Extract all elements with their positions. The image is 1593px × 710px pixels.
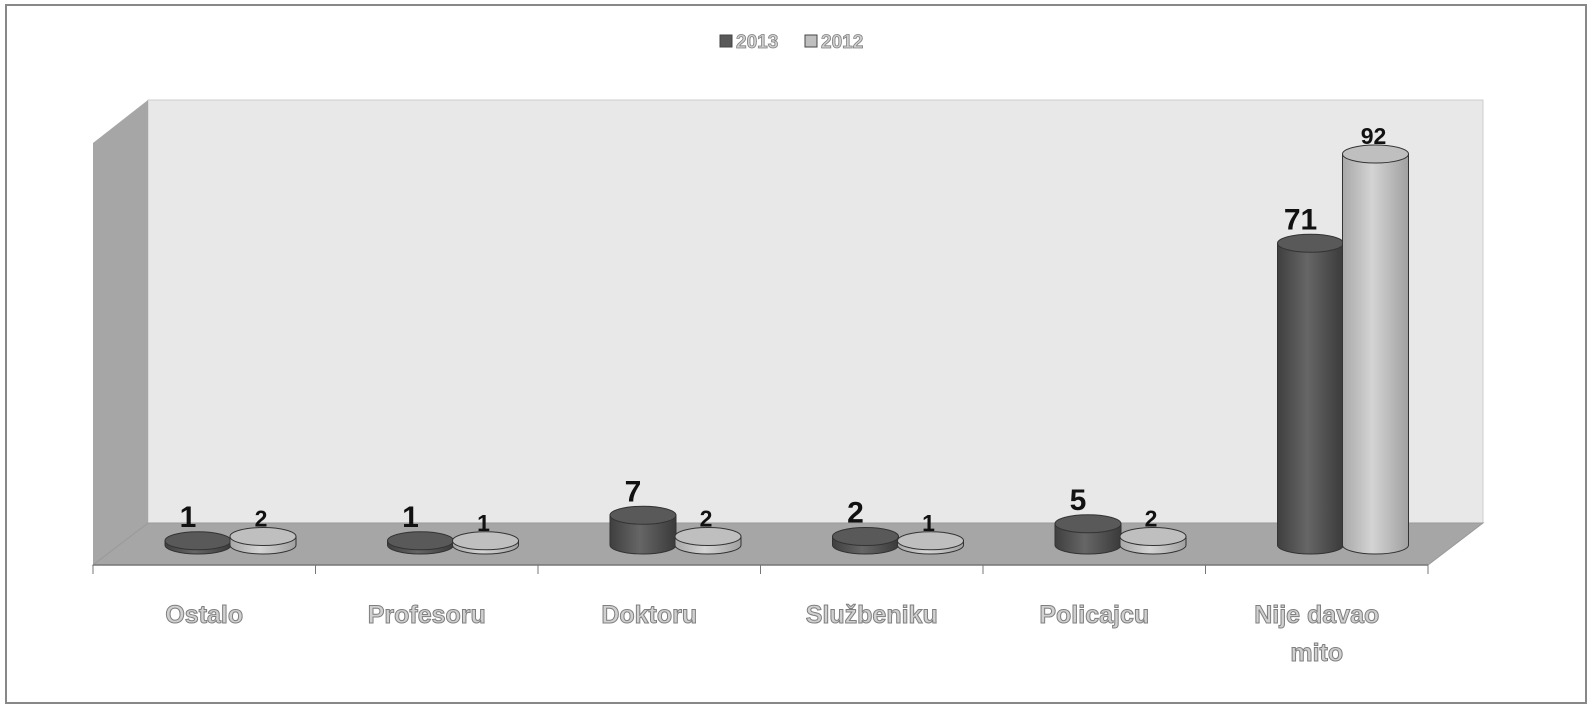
x-tick-label: Službeniku: [805, 601, 938, 630]
value-label: 92: [1361, 123, 1387, 149]
x-tick-label: Nije davao mito: [1254, 601, 1380, 668]
legend-swatch: [719, 34, 733, 48]
cylinder-top: [897, 531, 964, 551]
cylinder-top: [832, 527, 899, 546]
cylinder-body: [1277, 242, 1344, 555]
legend-label: 2013: [736, 32, 778, 53]
value-label: 2: [255, 506, 268, 532]
legend-swatch: [804, 34, 818, 48]
cylinder-top: [452, 531, 519, 551]
value-label: 1: [477, 510, 490, 536]
cylinder-top: [1342, 144, 1409, 164]
cylinder-top: [609, 505, 677, 525]
cylinder-top: [1054, 514, 1122, 534]
value-label: 2: [700, 506, 713, 532]
value-label: 1: [922, 510, 935, 536]
cylinder-body: [1342, 153, 1409, 555]
side-wall: [93, 100, 148, 565]
cylinder-top: [164, 531, 232, 551]
cylinder-top: [674, 527, 742, 546]
chart-border: [5, 4, 1587, 704]
cylinder-top: [387, 531, 454, 551]
value-label: 1: [402, 501, 419, 534]
floor: [91, 522, 1485, 566]
legend-label: 2012: [821, 32, 863, 53]
cylinder-top: [1119, 527, 1187, 546]
cylinder-top: [229, 527, 297, 546]
x-tick-label: Profesoru: [367, 601, 486, 630]
x-tick-label: Doktoru: [601, 601, 698, 630]
value-label: 5: [1070, 484, 1087, 517]
value-label: 71: [1284, 203, 1317, 236]
cylinder-top: [1277, 233, 1344, 253]
value-label: 2: [1145, 506, 1158, 532]
value-label: 2: [847, 497, 864, 530]
value-label: 1: [180, 501, 197, 534]
value-label: 7: [625, 475, 642, 508]
x-tick-label: Ostalo: [165, 601, 244, 630]
x-tick-label: Policajcu: [1039, 601, 1150, 630]
